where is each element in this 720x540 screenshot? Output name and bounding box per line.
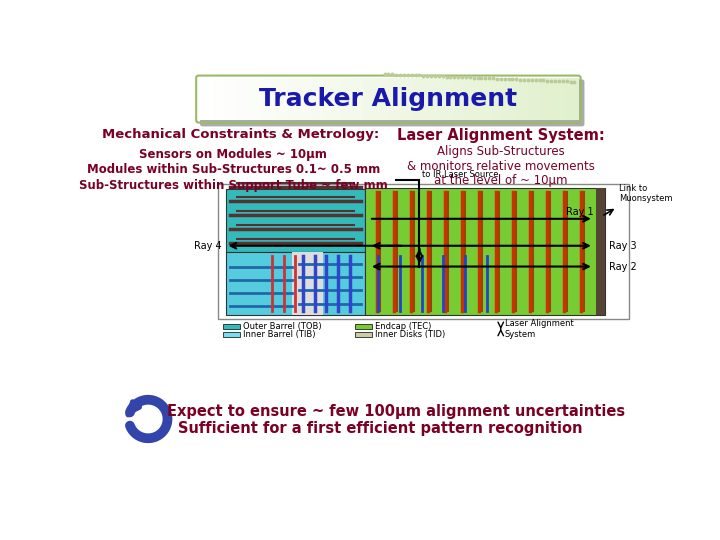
Text: Ray 1: Ray 1 [566, 207, 594, 217]
Bar [388, 78, 402, 120]
Bar [236, 78, 250, 120]
Text: Ray 4: Ray 4 [194, 241, 222, 251]
Bar [464, 78, 478, 120]
Text: Modules within Sub-Structures 0.1~ 0.5 mm: Modules within Sub-Structures 0.1~ 0.5 m… [86, 164, 380, 177]
Bar [274, 78, 288, 120]
Bar [338, 78, 351, 120]
Text: to IR Laser Source: to IR Laser Source [422, 170, 498, 179]
Text: Ray 2: Ray 2 [609, 261, 637, 272]
Text: Laser Alignment
System: Laser Alignment System [505, 319, 573, 339]
Bar [490, 78, 503, 120]
Bar [224, 78, 238, 120]
Bar [414, 78, 427, 120]
Text: & monitors relative movements: & monitors relative movements [407, 159, 595, 172]
Bar [596, 188, 606, 315]
Bar [351, 78, 364, 120]
Bar [355, 323, 372, 329]
Text: Link to
Muonsystem: Link to Muonsystem [619, 184, 672, 204]
Text: Sufficient for a first efficient pattern recognition: Sufficient for a first efficient pattern… [179, 421, 583, 436]
Bar [211, 78, 225, 120]
Bar [223, 332, 240, 338]
Text: Tracker Alignment: Tracker Alignment [259, 87, 518, 111]
Bar [503, 78, 516, 120]
Bar [223, 323, 240, 329]
Bar [401, 78, 415, 120]
Bar [325, 78, 338, 120]
Bar [363, 78, 377, 120]
Text: Expect to ensure ~ few 100μm alignment uncertainties: Expect to ensure ~ few 100μm alignment u… [167, 404, 625, 419]
Bar [225, 252, 365, 315]
Text: Inner Barrel (TIB): Inner Barrel (TIB) [243, 330, 316, 339]
Bar [199, 78, 212, 120]
Text: Sensors on Modules ~ 10μm: Sensors on Modules ~ 10μm [140, 148, 328, 161]
Bar [365, 188, 606, 315]
Text: Outer Barrel (TOB): Outer Barrel (TOB) [243, 322, 322, 330]
Bar [528, 78, 541, 120]
Bar [355, 332, 372, 338]
Text: Ray 3: Ray 3 [609, 241, 637, 251]
Bar [287, 78, 300, 120]
Bar [439, 78, 452, 120]
Bar [292, 252, 323, 315]
Bar [376, 78, 389, 120]
Text: Sub-Structures within Support Tube ~ few mm: Sub-Structures within Support Tube ~ few… [79, 179, 388, 192]
Bar [312, 78, 326, 120]
FancyBboxPatch shape [200, 79, 585, 126]
Text: Aligns Sub-Structures: Aligns Sub-Structures [437, 145, 564, 158]
Text: Endcap (TEC): Endcap (TEC) [375, 322, 431, 330]
Bar [262, 78, 275, 120]
Bar [225, 189, 365, 252]
Bar [477, 78, 490, 120]
Bar [566, 78, 579, 120]
Bar [300, 78, 313, 120]
Bar [249, 78, 263, 120]
Text: Mechanical Constraints & Metrology:: Mechanical Constraints & Metrology: [102, 128, 379, 141]
Bar [426, 78, 440, 120]
Bar [553, 78, 567, 120]
Text: Laser Alignment System:: Laser Alignment System: [397, 128, 605, 143]
Bar [540, 78, 554, 120]
Text: at the level of ~ 10μm: at the level of ~ 10μm [434, 174, 567, 187]
Text: Inner Disks (TID): Inner Disks (TID) [375, 330, 446, 339]
Bar [515, 78, 528, 120]
Bar [451, 78, 465, 120]
Bar [218, 184, 629, 319]
